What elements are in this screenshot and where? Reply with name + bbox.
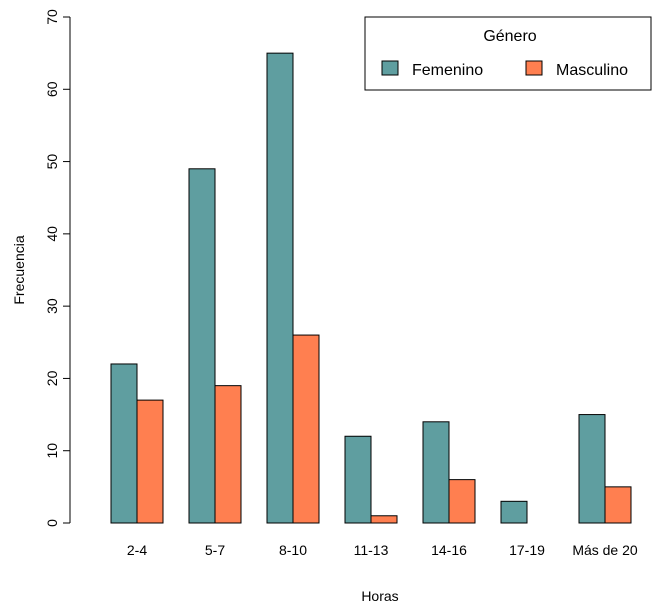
y-tick-label: 50 [44,154,60,170]
bar-femenino [266,52,294,524]
y-tick-label: 70 [44,9,60,25]
legend: Género Femenino Masculino [364,16,652,91]
bar-femenino [344,435,372,524]
bar-femenino [188,168,216,524]
x-axis-title: Horas [361,588,398,604]
y-axis: 0 10 20 30 40 50 60 70 [44,9,71,527]
y-tick-label: 40 [44,226,60,242]
legend-label-masculino: Masculino [556,62,628,79]
y-tick-label: 10 [44,443,60,459]
bar-masculino [370,515,398,524]
y-tick-label: 30 [44,298,60,314]
y-tick-label: 20 [44,370,60,386]
bar-masculino [292,334,320,524]
bar-femenino [110,363,138,524]
bar-masculino [214,385,242,524]
legend-swatch-masculino [525,60,543,76]
x-tick-label: 11-13 [354,542,389,558]
x-tick-label: 17-19 [509,542,545,558]
legend-swatch-femenino [381,60,399,76]
bar-femenino [578,414,606,524]
x-tick-label: 2-4 [127,542,147,558]
y-axis-title: Frecuencia [11,235,27,304]
bars [110,52,632,524]
bar-masculino [448,479,476,524]
x-tick-label: 14-16 [431,542,467,558]
legend-box [364,16,652,91]
x-tick-label: 5-7 [205,542,225,558]
y-tick-label: 60 [44,81,60,97]
x-tick-labels: 2-4 5-7 8-10 11-13 14-16 17-19 Más de 20 [127,542,638,558]
legend-title: Género [483,28,536,45]
bar-masculino [604,486,632,524]
bar-masculino [136,399,164,524]
y-tick-label: 0 [44,519,60,527]
bar-femenino [422,421,450,524]
x-tick-label: Más de 20 [572,542,638,558]
bar-femenino [500,500,528,524]
x-tick-label: 8-10 [279,542,307,558]
legend-label-femenino: Femenino [412,62,483,79]
